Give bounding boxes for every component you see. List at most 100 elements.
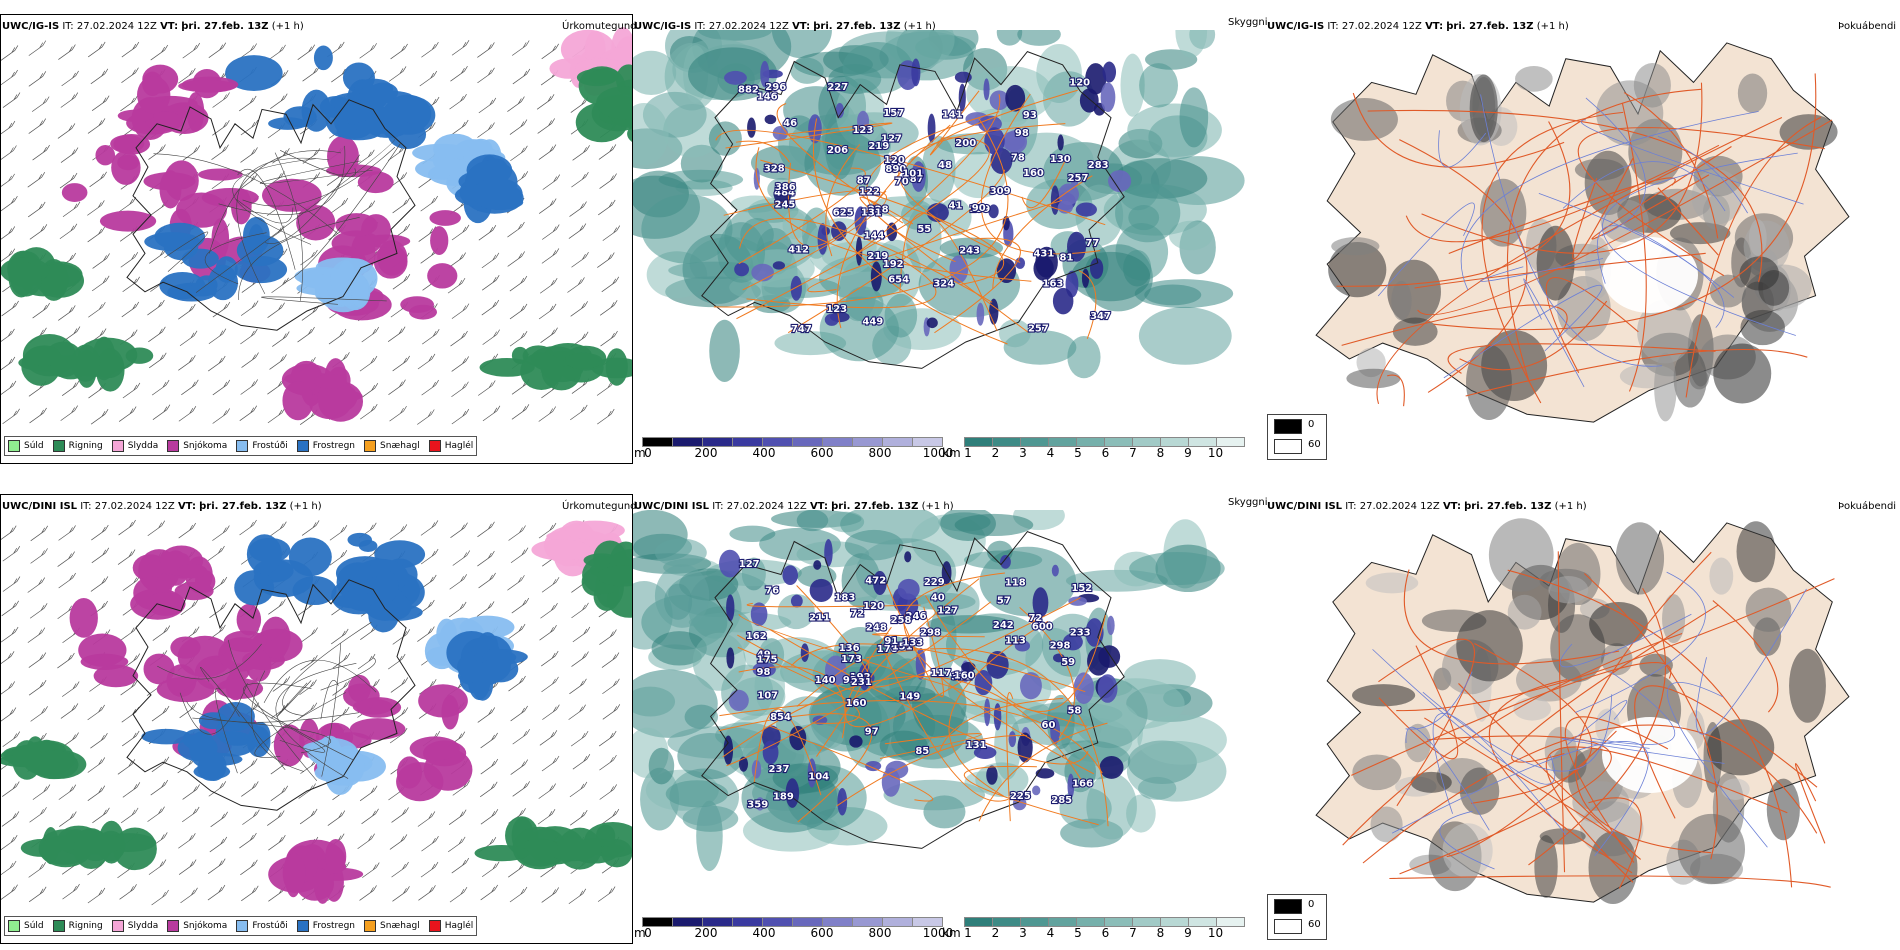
- peak-label: 60: [1042, 720, 1056, 731]
- valid-time-label: VT:: [809, 501, 828, 512]
- color-step: [1048, 917, 1076, 927]
- visibility-meters-bar: [642, 917, 943, 927]
- header-row1-fog: UWC/IG-IS IT: 27.02.2024 12Z VT: þri. 27…: [1267, 21, 1569, 32]
- peak-label: 93: [1023, 110, 1037, 121]
- peak-label: 449: [862, 316, 883, 327]
- peak-label: 237: [769, 764, 790, 775]
- color-step: [1020, 917, 1048, 927]
- color-step: [1216, 917, 1245, 927]
- color-step: [672, 917, 702, 927]
- peak-label: 472: [865, 575, 886, 586]
- peak-label: 87: [857, 175, 871, 186]
- color-step: [1216, 437, 1245, 447]
- valid-time: þri. 27.feb. 13Z: [813, 21, 901, 32]
- legend-item: Haglél: [428, 440, 473, 452]
- coastline: [701, 531, 1125, 849]
- color-step: [1104, 917, 1132, 927]
- roads: [153, 138, 401, 305]
- valid-time-label: VT:: [1442, 501, 1461, 512]
- peak-label: 257: [1028, 324, 1049, 335]
- km-tick: 8: [1156, 926, 1165, 940]
- km-tick: 9: [1184, 926, 1192, 940]
- visibility-panel-row2: 359 233 298 285 248 321 600 127 192 211 104 97 120 18…: [633, 510, 1265, 915]
- peak-label: 257: [1068, 173, 1089, 184]
- peak-label: 219: [868, 141, 889, 152]
- peak-label: 192: [850, 672, 871, 683]
- peak-labels: 359 233 298 285 248 321 600 127 192 211 104 97 120 18…: [738, 558, 1094, 812]
- peak-label: 625: [833, 208, 854, 219]
- panel-title-precip-row1: Úrkomutegund: [562, 21, 637, 32]
- fog-legend-swatch: [1274, 419, 1302, 434]
- header-row2-precip: UWC/DINI ISL IT: 27.02.2024 12Z VT: þri.…: [2, 501, 322, 512]
- model-name: UWC/DINI ISL: [634, 501, 710, 512]
- legend-label: Frostúði: [252, 921, 288, 931]
- peak-label: 243: [959, 246, 980, 257]
- valid-time-label: VT:: [177, 501, 196, 512]
- peak-label: 127: [881, 133, 902, 144]
- color-step: [762, 917, 792, 927]
- km-tick: 7: [1129, 446, 1137, 460]
- color-step: [882, 437, 912, 447]
- peak-label: 123: [852, 125, 873, 136]
- visibility-km-bar: [964, 437, 1245, 447]
- peak-label: 136: [839, 643, 860, 654]
- peak-label: 285: [1051, 795, 1072, 806]
- legend-label: Súld: [24, 441, 44, 451]
- panel-title-fog-row2: Þokuábendi: [1838, 501, 1897, 512]
- peak-label: 747: [791, 324, 812, 335]
- km-tick: 2: [991, 446, 1000, 460]
- legend-item: Snæhagl: [364, 440, 420, 452]
- peak-label: 40: [931, 593, 945, 604]
- roads: [713, 89, 1106, 345]
- color-step: [822, 917, 852, 927]
- meters-tick: 1000: [922, 446, 954, 460]
- legend-label: Slydda: [127, 921, 159, 931]
- peak-label: 160: [1023, 168, 1044, 179]
- meters-tick: 1000: [922, 926, 954, 940]
- header-row1-precip: UWC/IG-IS IT: 27.02.2024 12Z VT: þri. 27…: [2, 21, 304, 32]
- peak-label: 229: [924, 577, 945, 588]
- panel-title-precip-row2: Úrkomutegund: [562, 501, 637, 512]
- init-time: IT: 27.02.2024 12Z: [1327, 21, 1422, 32]
- map-canvas: 309 227 431 243 449 219 890 484 882 654 163 296 283 2…: [633, 30, 1245, 383]
- peak-label: 55: [917, 224, 931, 235]
- map-canvas: 359 233 298 285 248 321 600 127 192 211 104 97 120 18…: [633, 510, 1227, 872]
- peak-label: 85: [915, 746, 929, 757]
- peak-label: 91: [884, 636, 898, 647]
- precip-type-legend-row1: Súld Rigning Slydda Snjókoma Frostúði Fr…: [4, 436, 478, 456]
- roads: [718, 572, 1109, 827]
- peak-label: 854: [770, 712, 791, 723]
- model-name: UWC/DINI ISL: [1267, 501, 1343, 512]
- legend-label: Snjókoma: [183, 921, 228, 931]
- color-step: [912, 437, 943, 447]
- color-step: [852, 437, 882, 447]
- km-tick: 3: [1019, 926, 1027, 940]
- legend-swatch: [428, 920, 441, 932]
- legend-swatch: [8, 440, 20, 452]
- peak-label: 178: [877, 644, 898, 655]
- coastline: [126, 579, 416, 811]
- color-step: [672, 437, 702, 447]
- init-time: IT: 27.02.2024 12Z: [80, 501, 175, 512]
- peak-label: 227: [827, 82, 848, 93]
- meters-tick: 600: [810, 446, 834, 460]
- peak-label: 98: [757, 667, 771, 678]
- color-step: [1076, 437, 1104, 447]
- fog-legend-label: 0: [1308, 899, 1315, 910]
- color-step: [1020, 437, 1048, 447]
- rivers: [1377, 94, 1804, 388]
- color-step: [1132, 917, 1160, 927]
- legend-swatch: [52, 920, 65, 932]
- peak-label: 57: [997, 595, 1011, 606]
- peak-label: 120: [863, 601, 884, 612]
- km-unit: km: [942, 446, 961, 460]
- km-tick: 4: [1046, 446, 1055, 460]
- km-tick: 5: [1074, 926, 1082, 940]
- color-step: [702, 917, 732, 927]
- peak-label: 246: [906, 611, 927, 622]
- peak-label: 347: [1090, 311, 1111, 322]
- peak-label: 76: [765, 585, 779, 596]
- fog-legend-label: 60: [1308, 919, 1321, 930]
- peak-label: 192: [883, 259, 904, 270]
- fog-legend-label: 60: [1308, 439, 1321, 450]
